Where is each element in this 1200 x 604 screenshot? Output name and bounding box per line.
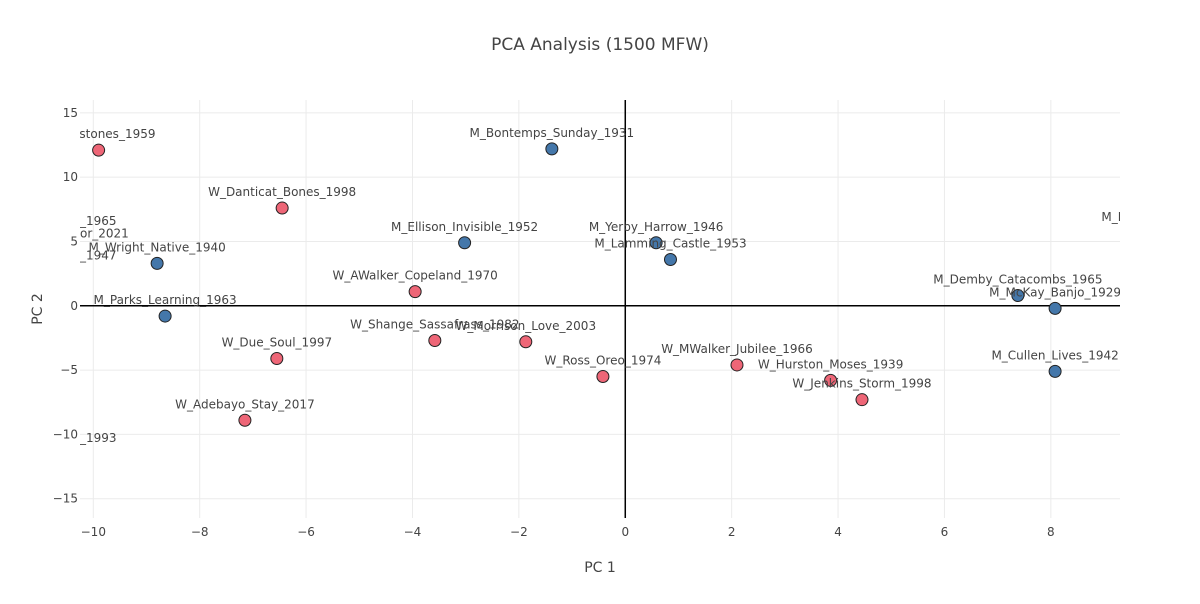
point-label: W_Due_Soul_1997 (222, 336, 333, 350)
data-point (458, 236, 472, 250)
data-point (519, 335, 533, 349)
data-point (649, 236, 663, 250)
zero-lines (80, 100, 1120, 518)
y-tick-label: −10 (53, 427, 78, 441)
point-label: W_Adebayo_Stay_2017 (175, 397, 315, 411)
y-tick-label: 10 (63, 170, 78, 184)
point-label: M_Ellison_Invisible_1952 (391, 220, 538, 234)
data-point (855, 393, 869, 407)
data-point (150, 256, 164, 270)
data-point (428, 334, 442, 348)
edge-point-label: _1993 (79, 431, 117, 445)
point-label: M_Bontemps_Sunday_1931 (470, 126, 635, 140)
y-tick-label: −5 (60, 363, 78, 377)
data-point (158, 309, 172, 323)
data-point (275, 201, 289, 215)
x-tick-label: 8 (1047, 525, 1055, 539)
x-tick-label: 2 (728, 525, 736, 539)
point-label: M_Yerby_Harrow_1946 (589, 220, 724, 234)
data-point (408, 285, 422, 299)
y-tick-label: 0 (70, 299, 78, 313)
point-label: W_Jenkins_Storm_1998 (792, 377, 931, 391)
edge-point-label: or_2021 (80, 227, 129, 241)
x-tick-label: −8 (191, 525, 209, 539)
y-axis-label: PC 2 (30, 293, 46, 325)
x-tick-label: −6 (297, 525, 315, 539)
chart-title: PCA Analysis (1500 MFW) (491, 35, 709, 55)
point-label: M_Lamming_Castle_1953 (594, 236, 746, 250)
x-tick-label: 4 (834, 525, 842, 539)
data-point (545, 142, 559, 156)
point-label: M_McKay_Banjo_1929 (989, 285, 1121, 299)
x-axis-label: PC 1 (584, 560, 616, 576)
x-tick-label: −10 (81, 525, 106, 539)
y-tick-label: 5 (70, 234, 78, 248)
y-tick-label: 15 (63, 106, 78, 120)
x-tick-label: −2 (510, 525, 528, 539)
point-label: Brownstones_1959 (42, 127, 156, 141)
data-point (1011, 288, 1025, 302)
data-point (238, 413, 252, 427)
grid (80, 100, 1120, 518)
point-label: M_Cullen_Lives_1942 (991, 348, 1118, 362)
point-labels-layer: Brownstones_1959 M_Bontemps_Sunday_1931 W_… (42, 126, 1131, 445)
edge-point-label: M_Fo (1101, 210, 1131, 224)
point-label: M_Demby_Catacombs_1965 (933, 272, 1102, 286)
tick-labels: −10 −8 −6 −4 −2 0 2 4 6 8 −15 −10 −5 0 5 10 15 (53, 106, 1055, 539)
point-label: M_Wright_Native_1940 (88, 240, 225, 254)
point-label: W_Morrison_Love_2003 (455, 319, 596, 333)
x-tick-label: 0 (621, 525, 629, 539)
data-point (1048, 301, 1062, 315)
data-point (730, 358, 744, 372)
data-point (596, 370, 610, 384)
data-point (270, 352, 284, 366)
point-label: W_Danticat_Bones_1998 (208, 185, 356, 199)
data-point (92, 143, 106, 157)
points-layer (92, 142, 1062, 427)
point-label: W_Ross_Oreo_1974 (544, 354, 661, 368)
data-point (663, 252, 677, 266)
point-label: M_Parks_Learning_1963 (94, 293, 237, 307)
x-tick-label: 6 (941, 525, 949, 539)
y-tick-label: −15 (53, 492, 78, 506)
point-label: W_Shange_Sassafrass_1982 (350, 318, 519, 332)
data-point (824, 373, 838, 387)
data-point (1048, 364, 1062, 378)
edge-point-label: _1947 (79, 248, 117, 262)
edge-point-label: _1965 (79, 214, 117, 228)
point-label: W_AWalker_Copeland_1970 (333, 269, 498, 283)
x-tick-label: −4 (404, 525, 422, 539)
point-label: W_MWalker_Jubilee_1966 (661, 342, 813, 356)
point-label: W_Hurston_Moses_1939 (758, 357, 903, 371)
